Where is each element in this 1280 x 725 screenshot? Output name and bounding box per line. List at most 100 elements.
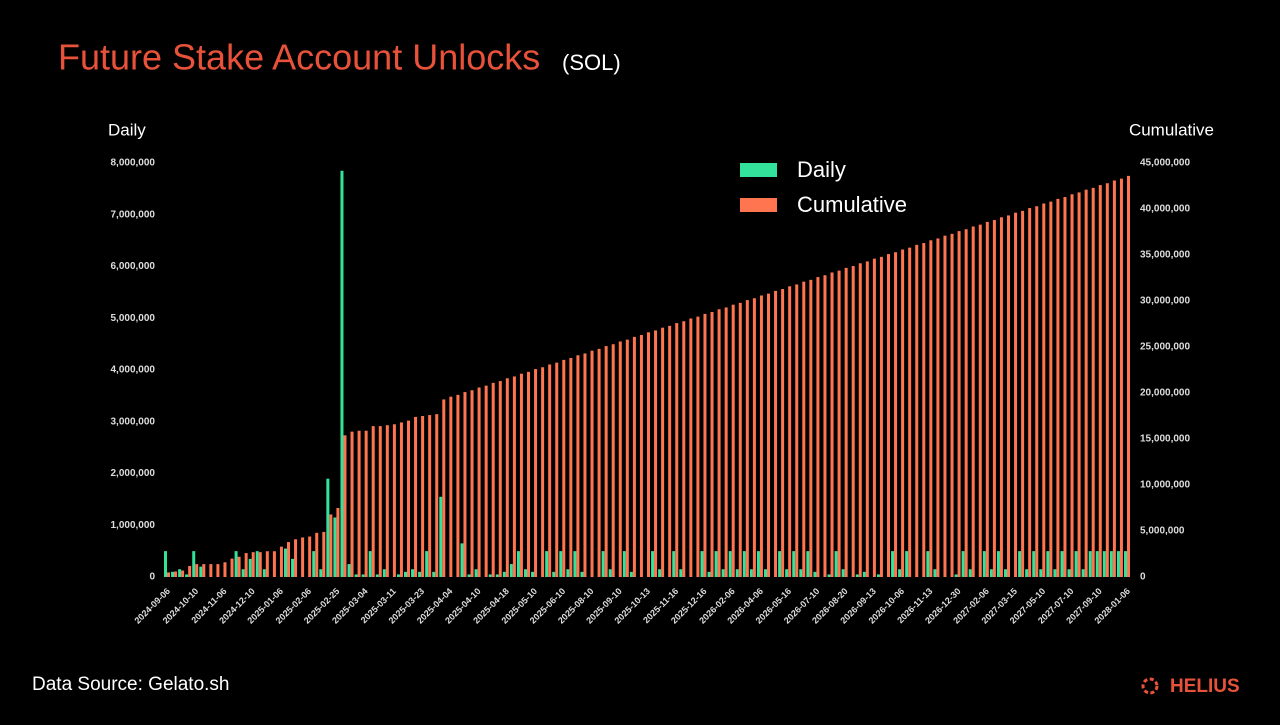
chart-subtitle: (SOL) xyxy=(562,50,621,75)
bar xyxy=(629,571,633,577)
bar xyxy=(1046,551,1050,577)
bar xyxy=(442,399,446,577)
y2-tick-label: 0 xyxy=(1140,572,1146,583)
bar xyxy=(284,548,287,577)
bar xyxy=(922,243,926,578)
bar xyxy=(1032,551,1036,577)
bar xyxy=(1053,569,1057,577)
bar xyxy=(505,378,509,577)
bar xyxy=(936,238,940,577)
bar xyxy=(858,263,862,577)
bar xyxy=(171,571,175,577)
bar xyxy=(781,289,785,577)
bar xyxy=(872,258,876,577)
bar xyxy=(978,224,982,577)
bar xyxy=(806,551,810,577)
bar xyxy=(745,300,749,577)
bar xyxy=(749,569,753,577)
bar xyxy=(371,426,375,577)
bar xyxy=(199,566,203,577)
bar xyxy=(559,551,563,577)
bar xyxy=(262,569,266,577)
y2-tick-label: 35,000,000 xyxy=(1140,250,1190,261)
bar xyxy=(527,371,530,577)
bar xyxy=(830,272,834,577)
bar xyxy=(1049,201,1053,577)
bar xyxy=(778,551,782,577)
bar xyxy=(774,290,778,577)
bar xyxy=(396,574,400,577)
bar xyxy=(425,551,429,577)
bar xyxy=(237,556,241,577)
bar xyxy=(509,564,513,577)
bar xyxy=(929,240,933,577)
bar xyxy=(552,571,556,577)
bar xyxy=(279,546,283,577)
bar xyxy=(618,341,622,577)
bar xyxy=(898,569,902,577)
bar xyxy=(343,435,347,577)
bar xyxy=(985,221,989,577)
bar xyxy=(851,266,855,577)
bar xyxy=(813,571,817,577)
bar xyxy=(1042,203,1046,578)
bar xyxy=(566,569,570,577)
bar xyxy=(495,574,499,577)
bar xyxy=(622,551,626,577)
bar xyxy=(834,551,838,577)
bar xyxy=(491,382,495,577)
y-tick-label: 4,000,000 xyxy=(111,365,156,376)
bar xyxy=(467,574,471,577)
bar xyxy=(1112,180,1116,578)
y2-tick-label: 25,000,000 xyxy=(1140,342,1190,353)
y2-tick-label: 45,000,000 xyxy=(1140,158,1190,169)
bar xyxy=(689,318,693,577)
bar xyxy=(361,574,365,577)
bar xyxy=(583,353,587,577)
bar xyxy=(498,381,502,577)
bar xyxy=(230,558,234,577)
bar xyxy=(399,422,403,577)
bar xyxy=(223,562,227,577)
bar xyxy=(435,414,439,577)
bar xyxy=(534,369,538,577)
bar xyxy=(1039,569,1043,577)
bar xyxy=(767,293,770,577)
bar xyxy=(816,277,820,577)
y-tick-label: 8,000,000 xyxy=(111,158,156,169)
bar xyxy=(1116,551,1120,577)
bar xyxy=(795,284,799,577)
bar xyxy=(326,478,330,577)
bar xyxy=(901,249,905,578)
bar xyxy=(752,298,756,577)
y2-tick-label: 40,000,000 xyxy=(1140,204,1190,215)
brand-logo xyxy=(1141,677,1159,695)
bar xyxy=(1105,183,1109,578)
bar xyxy=(241,569,245,577)
bar xyxy=(827,574,831,577)
bar xyxy=(308,536,312,577)
y2-tick-label: 10,000,000 xyxy=(1140,480,1190,491)
bar xyxy=(714,551,718,577)
bar xyxy=(414,416,418,577)
bar xyxy=(1018,551,1022,577)
bar xyxy=(580,571,584,577)
bar xyxy=(428,415,432,577)
y-tick-label: 6,000,000 xyxy=(111,261,156,272)
bar xyxy=(707,571,711,577)
bar xyxy=(1014,212,1018,577)
bar xyxy=(1081,569,1085,577)
bar xyxy=(474,569,478,577)
y2-tick-label: 20,000,000 xyxy=(1140,388,1190,399)
bar xyxy=(950,233,954,577)
bar xyxy=(682,321,686,577)
bar xyxy=(185,574,189,577)
bar xyxy=(350,431,354,577)
bar xyxy=(470,390,474,577)
bar xyxy=(545,551,549,577)
bar xyxy=(576,355,580,577)
bar xyxy=(675,323,679,577)
bar xyxy=(1127,175,1130,577)
bar xyxy=(174,571,178,577)
logo-icon xyxy=(1141,677,1159,695)
